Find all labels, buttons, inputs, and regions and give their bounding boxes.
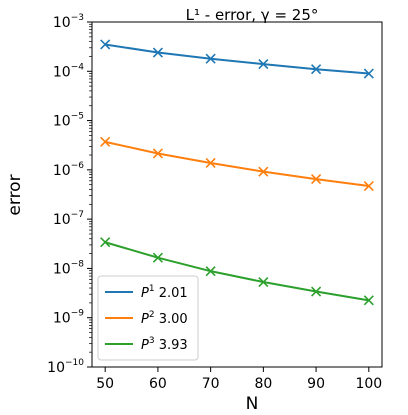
y-axis-label: error: [5, 174, 25, 215]
data-point-marker: [205, 53, 216, 64]
y-tick-label: 10−6: [53, 161, 84, 179]
data-point-marker: [100, 39, 111, 50]
x-axis: 50 60 70 80 90 100: [96, 367, 382, 392]
legend-entry: P1 2.01: [141, 284, 188, 301]
data-point-marker: [258, 276, 269, 288]
data-point-marker: [311, 64, 322, 75]
legend-box: [97, 275, 199, 361]
chart-title: L¹ - error, γ = 25°: [186, 6, 319, 24]
x-tick-label: 100: [355, 376, 382, 392]
data-point-marker: [363, 295, 374, 306]
data-point-marker: [152, 252, 163, 263]
plot-frame: [91, 21, 383, 368]
data-point-marker: [100, 136, 111, 147]
data-point-marker: [311, 174, 322, 185]
y-tick-label: 10−8: [53, 259, 84, 277]
data-point-marker: [363, 180, 374, 192]
data-point-marker: [311, 286, 322, 297]
legend-entry: P3 3.93: [141, 336, 188, 353]
data-point-marker: [205, 157, 216, 169]
x-tick-label: 80: [254, 376, 272, 392]
data-point-marker: [363, 68, 374, 79]
x-tick-label: 60: [149, 376, 167, 392]
y-tick-label: 10−10: [47, 358, 84, 376]
data-point-marker: [258, 59, 269, 70]
y-tick-label: 10−7: [53, 210, 84, 228]
data-point-marker: [100, 237, 111, 248]
series-line-1: [105, 43, 369, 75]
x-axis-label: N: [246, 394, 259, 414]
data-point-marker: [205, 266, 216, 277]
x-tick-label: 70: [202, 376, 220, 392]
data-point-marker: [152, 148, 163, 159]
data-point-marker: [152, 47, 163, 58]
y-axis: 10−10 10−9 10−8 10−7 10−6 10−5 10−4 10−3: [47, 13, 92, 376]
series-line-3: [104, 241, 369, 302]
data-point-marker: [258, 166, 269, 177]
y-tick-label: 10−4: [53, 62, 84, 80]
legend: P1 2.01 P2 3.00 P3 3.93: [97, 275, 199, 361]
y-tick-label: 10−5: [53, 112, 84, 130]
y-tick-label: 10−3: [53, 13, 84, 31]
x-tick-label: 90: [307, 376, 325, 392]
y-tick-label: 10−9: [53, 309, 84, 327]
series-line-2: [104, 140, 369, 188]
x-tick-label: 50: [96, 376, 114, 392]
legend-entry: P2 3.00: [141, 310, 188, 327]
